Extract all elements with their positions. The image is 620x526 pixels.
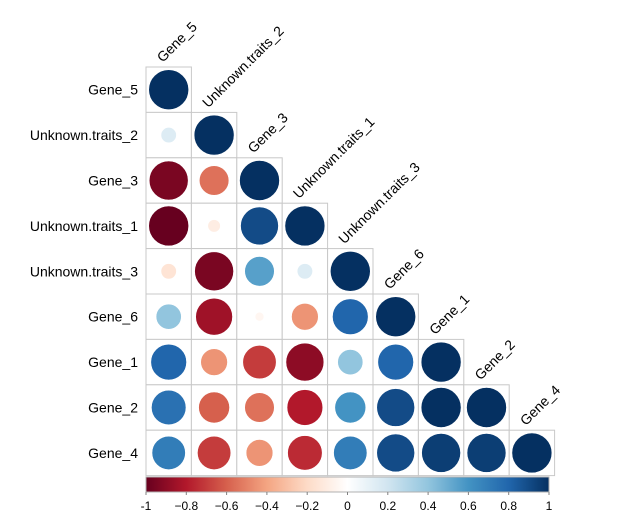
correlation-circle xyxy=(332,298,369,335)
row-label: Unknown.traits_2 xyxy=(30,127,138,143)
correlation-circle xyxy=(254,311,265,322)
column-label: Gene_5 xyxy=(154,18,201,65)
correlation-circle xyxy=(285,342,325,382)
row-label: Unknown.traits_1 xyxy=(30,218,138,234)
grid-cell xyxy=(190,202,238,250)
correlation-circle xyxy=(291,302,319,331)
column-label: Unknown.traits_1 xyxy=(290,113,378,201)
row-label: Gene_5 xyxy=(88,82,138,98)
correlation-circle xyxy=(420,341,462,383)
correlation-circle xyxy=(377,343,414,381)
correlation-circle xyxy=(160,127,177,144)
column-label: Gene_6 xyxy=(381,245,428,292)
colorbar-tick-label: 0.6 xyxy=(460,499,477,513)
correlation-circle xyxy=(296,263,313,280)
column-label: Gene_1 xyxy=(426,291,473,338)
correlation-circle xyxy=(151,435,186,470)
row-label: Gene_6 xyxy=(88,309,138,325)
colorbar-tick-label: 0.4 xyxy=(420,499,437,513)
correlation-circle xyxy=(150,343,187,381)
correlation-circle xyxy=(151,389,187,426)
correlation-circles xyxy=(148,69,553,474)
correlation-circle xyxy=(240,206,279,246)
column-label: Unknown.traits_3 xyxy=(335,159,423,247)
correlation-circle xyxy=(245,439,274,467)
grid-cell xyxy=(281,248,329,295)
correlation-circle xyxy=(421,433,461,473)
colorbar-tick-label: 1 xyxy=(546,499,553,513)
correlation-circle xyxy=(376,433,415,473)
colorbar-tick-label: -1 xyxy=(141,499,152,513)
correlation-circle xyxy=(148,205,189,247)
correlation-circle xyxy=(207,219,221,233)
row-label: Gene_1 xyxy=(88,354,138,370)
correlation-circle xyxy=(239,160,280,201)
correlation-circle xyxy=(242,345,277,380)
correlation-circle xyxy=(511,432,553,474)
colorbar-tick-label: −0.6 xyxy=(215,499,239,513)
correlation-circle xyxy=(329,250,371,292)
row-label: Gene_2 xyxy=(88,400,138,416)
correlation-circle xyxy=(420,387,462,428)
colorbar-tick-label: 0 xyxy=(344,499,351,513)
correlation-circle xyxy=(333,435,368,470)
correlation-circle xyxy=(148,160,189,201)
correlation-circle xyxy=(193,114,235,156)
colorbar-tick-labels: -1 −0.8 −0.6 −0.4 −0.2 0 0.2 0.4 0.6 0.8 1 xyxy=(141,492,553,513)
colorbar-rect xyxy=(145,476,550,493)
colorbar-tick-label: −0.8 xyxy=(174,499,198,513)
correlation-circle xyxy=(337,349,364,376)
colorbar-tick-label: −0.4 xyxy=(255,499,279,513)
row-label: Unknown.traits_3 xyxy=(30,263,138,279)
correlation-circle xyxy=(334,391,367,424)
correlation-circle xyxy=(375,296,417,338)
row-label: Gene_4 xyxy=(88,445,138,461)
correlation-circle xyxy=(466,387,507,428)
colorbar-tick-label: −0.2 xyxy=(295,499,319,513)
colorbar-tick-label: 0.8 xyxy=(500,499,517,513)
colorbar-tick-label: 0.2 xyxy=(379,499,396,513)
correlation-circle xyxy=(148,69,189,110)
colorbar xyxy=(145,476,550,493)
grid-cell xyxy=(236,429,283,477)
correlation-circle xyxy=(155,303,182,330)
column-label: Unknown.traits_2 xyxy=(199,23,287,111)
correlation-circle xyxy=(160,263,177,280)
correlation-circle xyxy=(287,435,323,471)
correlation-circle xyxy=(286,389,324,426)
correlation-circle xyxy=(200,348,228,376)
correlation-circle xyxy=(376,388,415,427)
correlation-circle xyxy=(198,165,230,196)
column-label: Gene_4 xyxy=(517,382,564,429)
column-label: Gene_3 xyxy=(244,109,291,156)
correlation-circle xyxy=(194,251,234,292)
correlation-circle xyxy=(197,435,232,470)
correlation-circle xyxy=(466,433,507,473)
column-label: Gene_2 xyxy=(471,336,518,383)
correlation-circle xyxy=(244,392,275,423)
correlation-circle xyxy=(195,297,233,336)
correlation-circle xyxy=(198,391,230,424)
correlation-circle xyxy=(284,205,326,247)
row-label: Gene_3 xyxy=(88,173,138,189)
correlation-circle xyxy=(244,256,275,287)
row-labels: Gene_5 Unknown.traits_2 Gene_3 Unknown.trai… xyxy=(30,82,138,461)
